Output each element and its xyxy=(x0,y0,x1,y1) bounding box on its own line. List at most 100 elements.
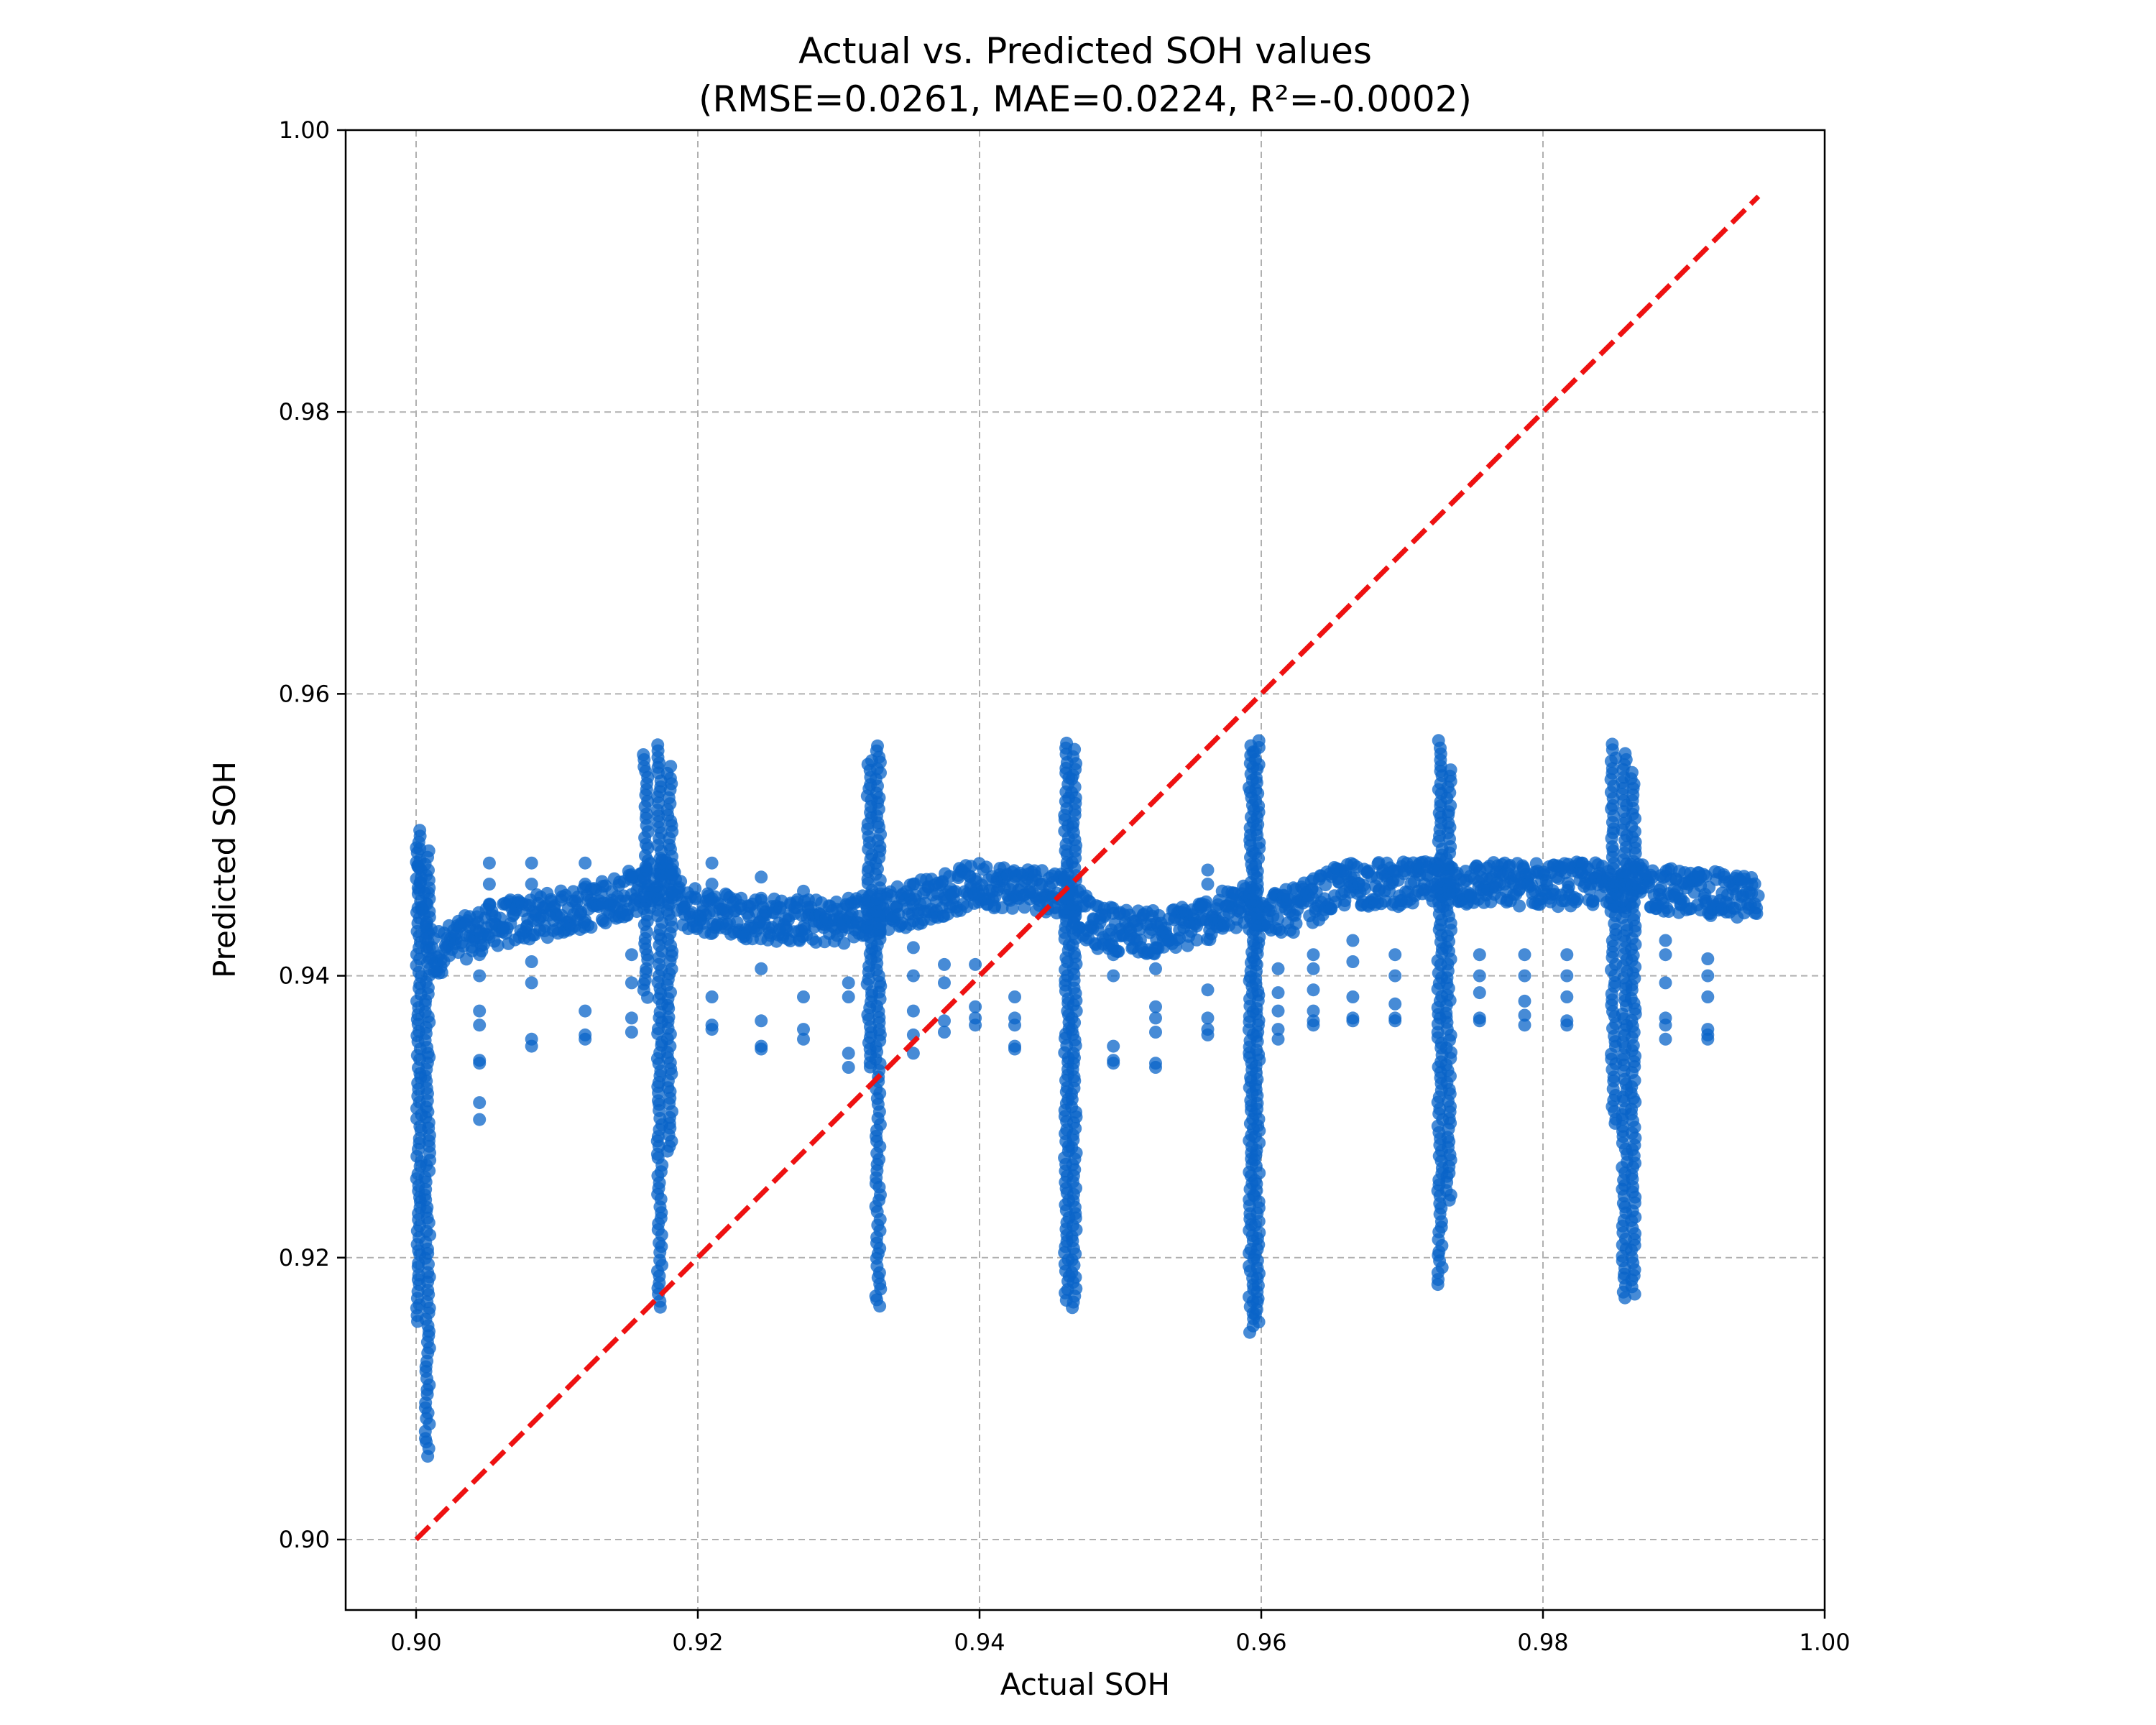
data-point xyxy=(938,891,951,905)
data-point xyxy=(482,856,496,870)
data-point xyxy=(1560,990,1574,1003)
data-point xyxy=(579,878,592,891)
data-point xyxy=(1748,877,1761,891)
data-point xyxy=(625,1026,638,1039)
data-point xyxy=(1199,895,1213,908)
y-tick-label: 0.98 xyxy=(279,398,330,426)
y-tick-label: 0.96 xyxy=(279,680,330,707)
data-point xyxy=(525,856,538,870)
data-point xyxy=(525,955,538,968)
data-point xyxy=(1432,734,1445,748)
data-point xyxy=(1107,1039,1120,1053)
data-point xyxy=(1271,1032,1285,1046)
data-point xyxy=(473,1004,487,1018)
data-point xyxy=(797,990,810,1003)
data-point xyxy=(579,1004,592,1018)
data-point xyxy=(842,1046,855,1060)
data-point xyxy=(1560,969,1574,983)
data-point xyxy=(906,969,920,983)
data-point xyxy=(1307,962,1320,975)
data-point xyxy=(1701,952,1715,965)
data-point xyxy=(1346,955,1360,968)
x-tick-label: 0.92 xyxy=(672,1629,723,1656)
data-point xyxy=(1149,1011,1162,1025)
data-point xyxy=(938,976,951,990)
data-point xyxy=(688,882,702,896)
data-point xyxy=(482,898,496,912)
data-point xyxy=(1252,734,1266,748)
data-point xyxy=(938,1026,951,1039)
data-point xyxy=(1107,969,1120,983)
data-point xyxy=(1289,916,1303,930)
data-point xyxy=(837,937,851,950)
data-point xyxy=(938,1014,951,1028)
data-point xyxy=(1388,997,1402,1011)
data-point xyxy=(637,748,650,761)
x-tick-label: 1.00 xyxy=(1799,1629,1850,1656)
data-point xyxy=(1008,1042,1021,1056)
x-axis-ticks: 0.90 0.92 0.94 0.96 0.98 1.00 xyxy=(390,1610,1851,1656)
data-point xyxy=(797,884,810,898)
data-point xyxy=(1271,986,1285,1000)
data-point xyxy=(1201,1011,1215,1025)
data-point xyxy=(1005,901,1019,915)
data-point xyxy=(842,976,855,990)
data-point xyxy=(584,921,598,934)
data-point xyxy=(1149,1061,1162,1074)
data-point xyxy=(1271,962,1285,975)
data-point xyxy=(1518,969,1531,983)
data-point xyxy=(1701,1032,1715,1046)
data-point xyxy=(1149,962,1162,975)
plot-frame xyxy=(344,129,1826,1611)
data-point xyxy=(1149,1000,1162,1013)
data-point xyxy=(1149,941,1162,954)
data-point xyxy=(1473,986,1486,1000)
data-point xyxy=(1659,976,1672,990)
y-tick-label: 0.90 xyxy=(279,1526,330,1553)
data-point xyxy=(705,990,719,1003)
data-point xyxy=(625,870,638,884)
data-point xyxy=(473,1018,487,1032)
x-axis-label: Actual SOH xyxy=(1000,1667,1170,1702)
data-point xyxy=(1271,912,1285,926)
data-point xyxy=(1701,990,1715,1003)
data-point xyxy=(1346,934,1360,947)
data-point xyxy=(1008,990,1021,1003)
data-point xyxy=(755,1042,768,1056)
data-point xyxy=(1271,1023,1285,1036)
data-point xyxy=(491,939,505,952)
data-point xyxy=(705,856,719,870)
data-point xyxy=(1659,948,1672,962)
data-point xyxy=(1201,983,1215,997)
data-point xyxy=(651,738,665,752)
data-point xyxy=(599,916,612,930)
data-point xyxy=(1307,983,1320,997)
data-point xyxy=(1008,1018,1021,1032)
data-point xyxy=(435,966,448,979)
y-axis-label: Predicted SOH xyxy=(207,761,242,978)
data-point xyxy=(473,1057,487,1070)
x-tick-label: 0.90 xyxy=(390,1629,441,1656)
x-tick-label: 0.94 xyxy=(954,1629,1005,1656)
data-point xyxy=(473,1113,487,1126)
data-point xyxy=(1473,1014,1486,1028)
data-point xyxy=(1625,765,1639,779)
data-point xyxy=(1307,948,1320,962)
data-point xyxy=(1618,747,1632,760)
data-point xyxy=(1201,863,1215,877)
data-point xyxy=(755,962,768,975)
data-point xyxy=(1518,948,1531,962)
data-point xyxy=(1201,878,1215,891)
data-point xyxy=(525,878,538,891)
data-point xyxy=(1271,1004,1285,1018)
data-point xyxy=(1388,1014,1402,1028)
data-point xyxy=(1570,892,1584,906)
data-point xyxy=(1518,1018,1531,1032)
data-point xyxy=(413,824,427,837)
data-point xyxy=(969,957,982,971)
y-axis-ticks: 0.90 0.92 0.94 0.96 0.98 1.00 xyxy=(279,116,346,1553)
data-point xyxy=(579,1032,592,1046)
data-point xyxy=(1307,1018,1320,1032)
x-tick-label: 0.98 xyxy=(1517,1629,1568,1656)
data-point xyxy=(842,1061,855,1074)
